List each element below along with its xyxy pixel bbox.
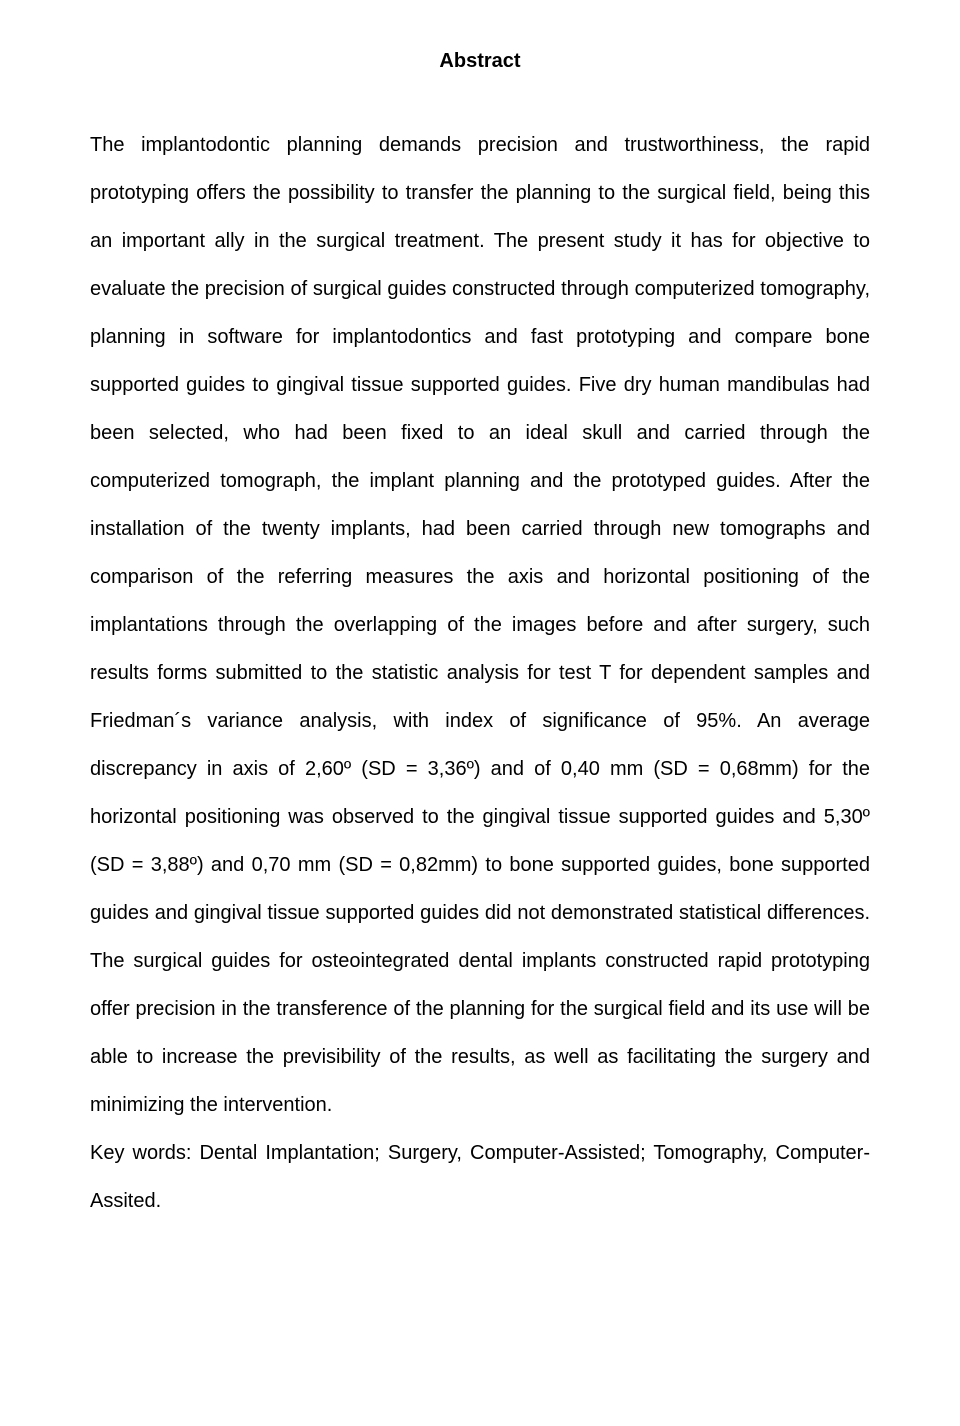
abstract-title: Abstract — [90, 50, 870, 73]
abstract-body: The implantodontic planning demands prec… — [90, 121, 870, 1129]
abstract-keywords: Key words: Dental Implantation; Surgery,… — [90, 1129, 870, 1225]
